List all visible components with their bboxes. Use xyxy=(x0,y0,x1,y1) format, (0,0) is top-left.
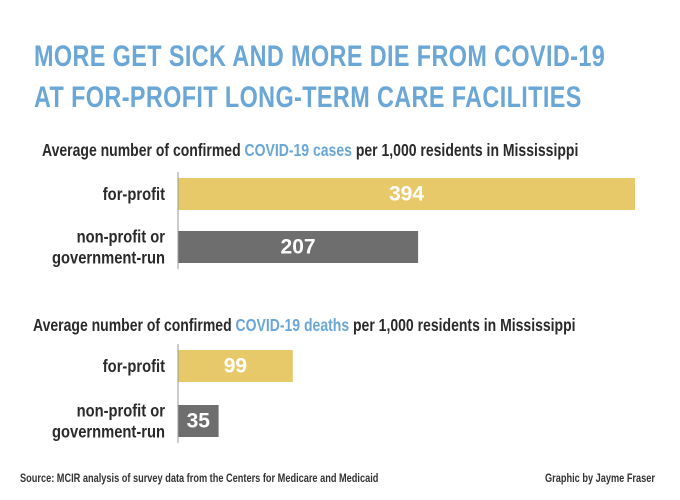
deaths-subtitle-prefix: Average number of confirmed xyxy=(33,315,236,335)
cases-subtitle-prefix: Average number of confirmed xyxy=(42,140,245,160)
chart-title-line-2: AT FOR-PROFIT LONG-TERM CARE FACILITIES xyxy=(34,81,582,114)
cases-non-profit-value-label: 207 xyxy=(281,236,316,259)
source-note: Source: MCIR analysis of survey data fro… xyxy=(20,473,379,485)
deaths-subtitle-highlight: COVID-19 deaths xyxy=(235,315,350,335)
cases-subtitle-highlight: COVID-19 cases xyxy=(244,140,352,160)
deaths-for-profit-category-label: for-profit xyxy=(103,357,166,377)
deaths-for-profit-value-label: 99 xyxy=(224,355,247,378)
cases-subtitle-suffix: per 1,000 residents in Mississippi xyxy=(351,140,579,160)
cases-non-profit-category-label: non-profit or government-run xyxy=(52,227,166,268)
deaths-non-profit-bar xyxy=(178,405,219,437)
deaths-subtitle-suffix: per 1,000 residents in Mississippi xyxy=(349,315,576,335)
cases-for-profit-bar xyxy=(178,178,635,210)
deaths-chart-subtitle: Average number of confirmed COVID-19 dea… xyxy=(33,315,576,336)
chart-title: MORE GET SICK AND MORE DIE FROM COVID-19… xyxy=(34,36,605,118)
chart-title-line-1: MORE GET SICK AND MORE DIE FROM COVID-19 xyxy=(34,40,606,73)
cases-chart-subtitle: Average number of confirmed COVID-19 cas… xyxy=(42,140,578,161)
deaths-for-profit-bar xyxy=(178,350,293,382)
deaths-non-profit-category-label: non-profit or government-run xyxy=(52,401,166,442)
cases-non-profit-bar xyxy=(178,231,419,263)
deaths-non-profit-value-label: 35 xyxy=(187,410,211,433)
cases-for-profit-category-label: for-profit xyxy=(103,185,166,205)
cases-for-profit-value-label: 394 xyxy=(389,183,424,206)
graphic-credit: Graphic by Jayme Fraser xyxy=(545,473,655,485)
